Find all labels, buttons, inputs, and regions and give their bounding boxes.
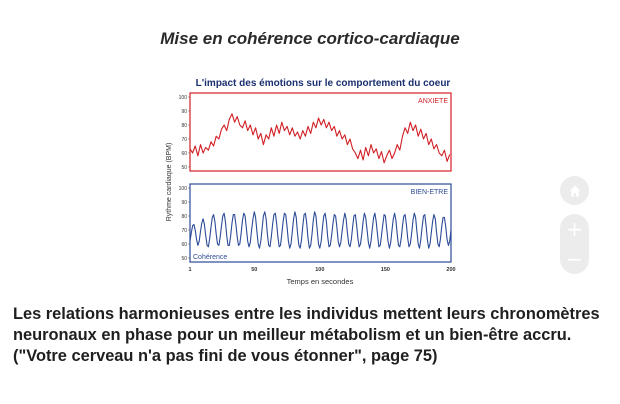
- x-tick-100: 100: [315, 267, 324, 273]
- coherence-label: Cohérence: [193, 254, 227, 261]
- wellbeing-series-line: [189, 211, 452, 249]
- x-axis-label: Temps en secondes: [287, 277, 354, 286]
- zoom-in-button[interactable]: +: [560, 214, 589, 244]
- x-tick-1: 1: [188, 267, 191, 273]
- home-button[interactable]: [560, 176, 589, 205]
- y-axis-label: Rythme cardiaque (BPM): [166, 143, 173, 222]
- chart-title: L'impact des émotions sur le comportemen…: [196, 78, 451, 89]
- wellbeing-y-tick-60: 60: [181, 242, 187, 248]
- heart-rate-figure: L'impact des émotions sur le comportemen…: [160, 72, 460, 294]
- heart-rate-chart: L'impact des émotions sur le comportemen…: [160, 72, 460, 294]
- wellbeing-panel-frame: [189, 183, 452, 263]
- plus-icon: +: [566, 217, 583, 241]
- minus-icon: −: [566, 247, 583, 271]
- anxiety-panel-frame: [189, 92, 452, 172]
- wellbeing-y-axis: 100 90 80 70 60 50: [179, 186, 190, 262]
- anxiety-panel-label: ANXIETE: [418, 98, 448, 105]
- anxiety-y-tick-50: 50: [181, 165, 187, 171]
- slide-title: Mise en cohérence cortico-cardiaque: [160, 29, 460, 48]
- wellbeing-y-tick-90: 90: [181, 200, 187, 206]
- anxiety-y-tick-100: 100: [179, 95, 188, 101]
- anxiety-series-line: [189, 113, 451, 164]
- anxiety-y-tick-70: 70: [181, 137, 187, 143]
- anxiety-y-tick-80: 80: [181, 123, 187, 129]
- wellbeing-panel-label: BIEN-ETRE: [411, 189, 449, 196]
- wellbeing-y-tick-70: 70: [181, 228, 187, 234]
- zoom-out-button[interactable]: −: [560, 244, 589, 274]
- slide-caption: Les relations harmonieuses entre les ind…: [13, 305, 600, 365]
- x-tick-50: 50: [251, 267, 257, 273]
- x-axis: 1 50 100 150 200: [188, 267, 455, 273]
- wellbeing-y-tick-100: 100: [179, 186, 188, 192]
- x-tick-150: 150: [381, 267, 390, 273]
- anxiety-y-tick-90: 90: [181, 109, 187, 115]
- wellbeing-y-tick-80: 80: [181, 214, 187, 220]
- home-icon: [569, 185, 580, 196]
- anxiety-y-tick-60: 60: [181, 151, 187, 157]
- anxiety-y-axis: 100 90 80 70 60 50: [179, 95, 190, 171]
- x-tick-200: 200: [446, 267, 455, 273]
- wellbeing-y-tick-50: 50: [181, 256, 187, 262]
